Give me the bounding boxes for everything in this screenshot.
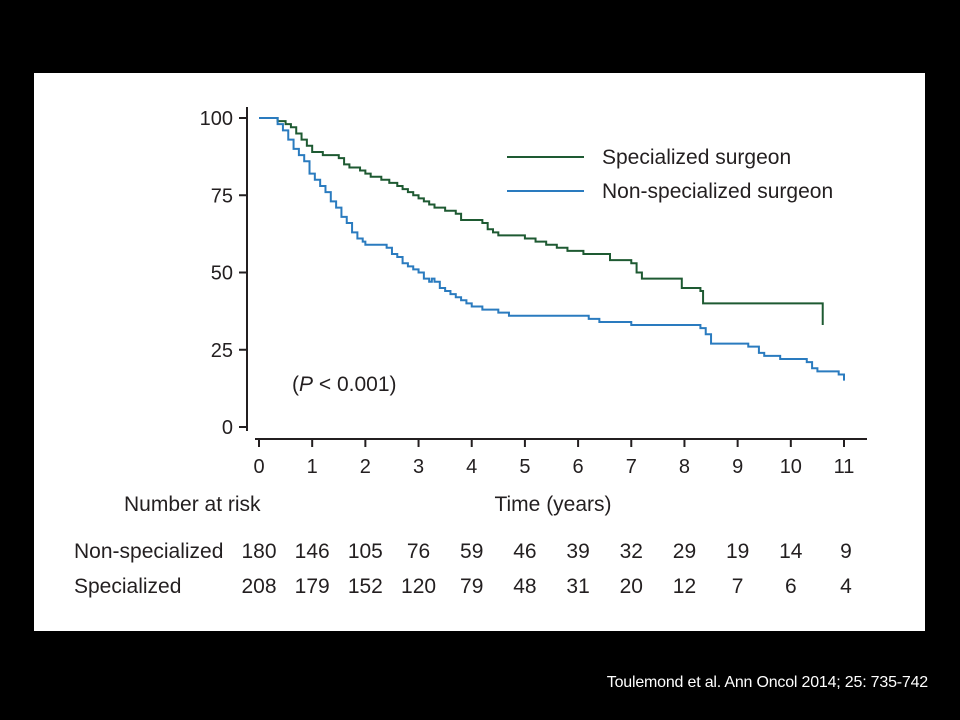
risk-count: 208 <box>241 575 276 598</box>
risk-count: 79 <box>460 575 483 598</box>
chart-panel: 0 25 50 75 100 0 1 2 3 4 5 6 7 8 9 10 11 Specialized su… <box>34 73 925 631</box>
risk-count: 20 <box>620 575 643 598</box>
p-value-annotation: (P < 0.001) <box>292 373 397 396</box>
x-ticks: 0 1 2 3 4 5 6 7 8 9 10 11 <box>253 439 854 478</box>
risk-count: 32 <box>620 540 643 563</box>
x-tick-label: 8 <box>679 456 690 478</box>
legend-label: Specialized surgeon <box>602 146 791 169</box>
x-tick-label: 7 <box>626 456 637 478</box>
risk-row-label: Non-specialized <box>74 540 223 563</box>
risk-table: Non-specialized 180 146 105 76 59 46 39 32 29 19 14… <box>74 540 852 598</box>
survival-curves <box>259 117 845 381</box>
x-tick-label: 6 <box>573 456 584 478</box>
axes: 0 25 50 75 100 0 1 2 3 4 5 6 7 8 9 10 11 <box>200 107 867 478</box>
y-ticks: 0 25 50 75 100 <box>200 108 247 439</box>
risk-table-title: Number at risk <box>124 493 261 516</box>
risk-count: 120 <box>401 575 436 598</box>
x-tick-label: 0 <box>253 456 264 478</box>
x-tick-label: 4 <box>466 456 477 478</box>
risk-count: 6 <box>785 575 797 598</box>
risk-count: 12 <box>673 575 696 598</box>
risk-count: 29 <box>673 540 696 563</box>
citation: Toulemond et al. Ann Oncol 2014; 25: 735… <box>606 674 928 691</box>
risk-count: 59 <box>460 540 483 563</box>
x-tick-label: 1 <box>307 456 318 478</box>
y-tick-label: 50 <box>211 263 233 285</box>
risk-count: 48 <box>513 575 536 598</box>
risk-count: 19 <box>726 540 749 563</box>
risk-count: 146 <box>295 540 330 563</box>
legend-label: Non-specialized surgeon <box>602 180 833 203</box>
risk-count: 39 <box>566 540 589 563</box>
legend: Specialized surgeon Non-specialized surge… <box>507 146 833 203</box>
x-tick-label: 11 <box>834 456 855 478</box>
risk-count: 31 <box>566 575 589 598</box>
risk-count: 14 <box>779 540 803 563</box>
risk-count: 76 <box>407 540 430 563</box>
risk-count: 105 <box>348 540 383 563</box>
risk-count: 7 <box>732 575 744 598</box>
x-tick-label: 9 <box>732 456 743 478</box>
y-tick-label: 0 <box>222 417 233 439</box>
risk-count: 9 <box>840 540 852 563</box>
survival-curve-non-specialized-surgeon <box>259 117 845 381</box>
x-tick-label: 3 <box>413 456 424 478</box>
survival-curve-specialized-surgeon <box>259 117 824 326</box>
y-tick-label: 75 <box>211 185 233 207</box>
y-tick-label: 25 <box>211 340 233 362</box>
risk-count: 152 <box>348 575 383 598</box>
risk-count: 46 <box>513 540 536 563</box>
x-tick-label: 10 <box>780 456 802 478</box>
risk-count: 4 <box>840 575 852 598</box>
x-axis-title: Time (years) <box>494 493 611 516</box>
y-tick-label: 100 <box>200 108 233 130</box>
risk-count: 180 <box>241 540 276 563</box>
risk-row-label: Specialized <box>74 575 181 598</box>
risk-count: 179 <box>295 575 330 598</box>
x-tick-label: 5 <box>519 456 530 478</box>
x-tick-label: 2 <box>360 456 371 478</box>
